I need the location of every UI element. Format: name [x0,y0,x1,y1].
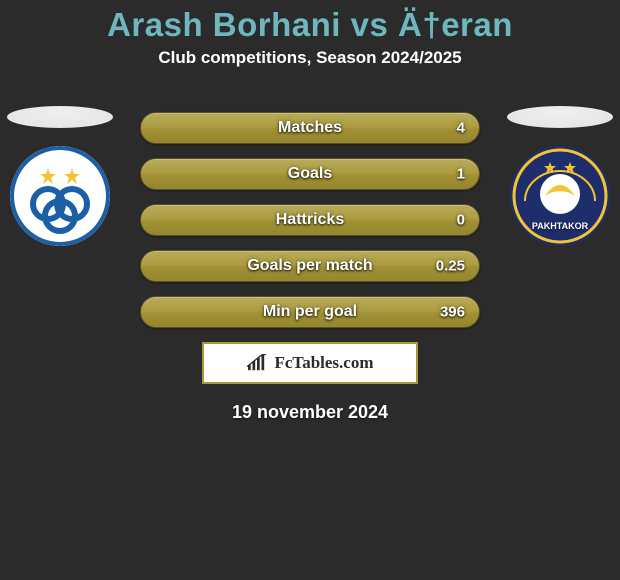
stat-label: Goals [288,165,332,183]
player-photo-slot-right [507,106,613,128]
stat-label: Min per goal [263,303,357,321]
stats-area: PAKHTAKOR Matches 4 Goals 1 Hattricks 0 Goals … [0,106,620,328]
subtitle: Club competitions, Season 2024/2025 [0,48,620,68]
club-crest-left-icon [10,146,110,246]
stat-row: Matches 4 [140,112,480,144]
stat-value-right: 1 [457,166,465,183]
bar-chart-icon [246,354,268,372]
stat-row: Goals per match 0.25 [140,250,480,282]
player-left-column [0,106,120,246]
stat-label: Hattricks [276,211,344,229]
club-crest-right-icon: PAKHTAKOR [510,146,610,246]
stat-row: Goals 1 [140,158,480,190]
stat-row: Hattricks 0 [140,204,480,236]
brand-box[interactable]: FcTables.com [202,342,418,384]
stat-label: Goals per match [247,257,372,275]
stat-value-right: 0.25 [436,258,465,275]
date-label: 19 november 2024 [0,402,620,423]
comparison-card: Arash Borhani vs Ä†eran Club competition… [0,0,620,580]
stat-bars: Matches 4 Goals 1 Hattricks 0 Goals per match 0… [140,106,480,328]
stat-value-right: 0 [457,212,465,229]
svg-text:PAKHTAKOR: PAKHTAKOR [532,221,589,231]
stat-row: Min per goal 396 [140,296,480,328]
player-photo-slot-left [7,106,113,128]
player-right-column: PAKHTAKOR [500,106,620,246]
stat-value-right: 396 [440,304,465,321]
page-title: Arash Borhani vs Ä†eran [0,0,620,44]
club-logo-right: PAKHTAKOR [510,146,610,246]
club-logo-left [10,146,110,246]
stat-value-right: 4 [457,120,465,137]
stat-label: Matches [278,119,342,137]
brand-text: FcTables.com [274,353,373,373]
